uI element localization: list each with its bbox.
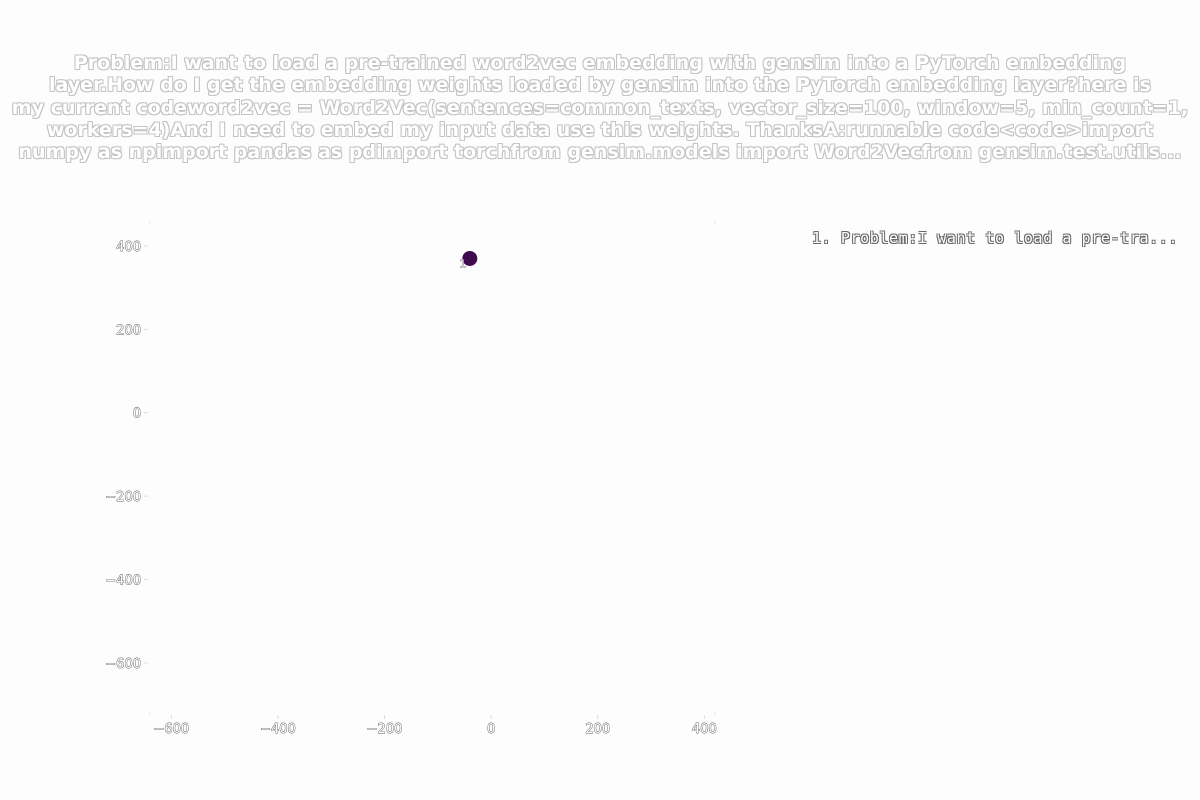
point-label: 1 (459, 257, 466, 270)
y-tick-label: 0 (133, 407, 141, 422)
x-axis: −600 −400 −200 0 200 400 (149, 221, 717, 737)
y-axis: 400 200 0 −200 −400 −600 (105, 239, 148, 672)
legend: 1. Problem:I want to load a pre-tra... (812, 229, 1178, 247)
y-tick-label: −600 (105, 657, 141, 672)
x-tick-label: 200 (585, 722, 610, 737)
chart-title: Problem:I want to load a pre-trained wor… (11, 52, 1189, 164)
x-tick-label: −600 (153, 722, 189, 737)
legend-entry: 1. Problem:I want to load a pre-tra... (812, 229, 1178, 247)
x-tick-label: 0 (487, 722, 495, 737)
x-tick-label: 400 (692, 722, 717, 737)
y-tick-label: 400 (116, 240, 141, 255)
y-tick-label: −200 (105, 490, 141, 505)
x-tick-label: −200 (367, 722, 403, 737)
data-point (462, 250, 478, 266)
x-tick-label: −400 (260, 722, 296, 737)
y-tick-label: 200 (116, 323, 141, 338)
y-tick-label: −400 (105, 574, 141, 589)
data-points: 1 (459, 250, 478, 271)
